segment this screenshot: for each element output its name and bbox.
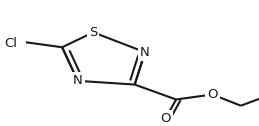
Text: N: N	[73, 74, 83, 87]
Text: O: O	[207, 88, 218, 101]
Text: O: O	[161, 112, 171, 125]
Text: Cl: Cl	[4, 37, 17, 50]
Text: N: N	[140, 46, 150, 59]
Text: S: S	[89, 26, 97, 39]
